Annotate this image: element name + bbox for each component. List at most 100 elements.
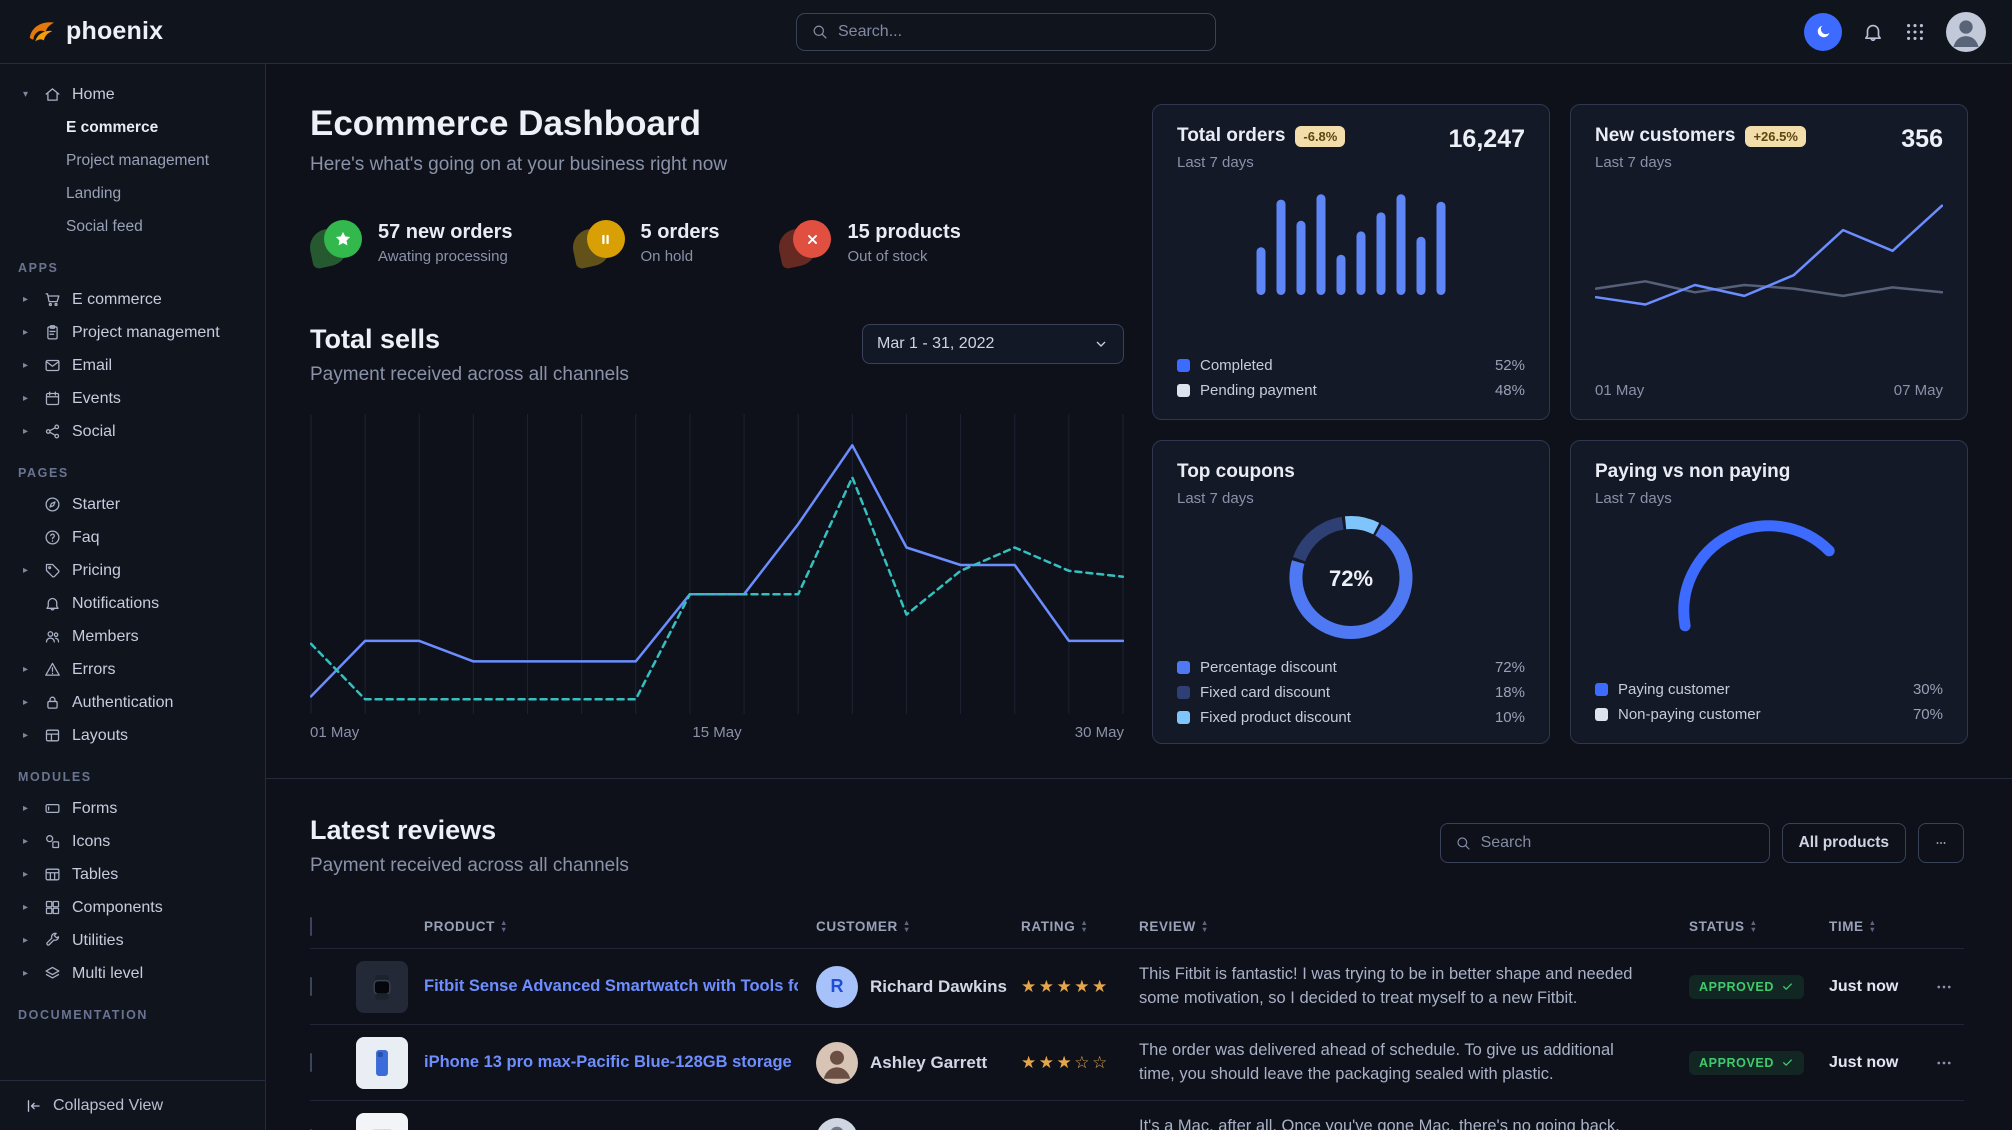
chevron-right-icon: ▸: [22, 294, 29, 305]
chevron-right-icon: ▸: [22, 393, 29, 404]
product-link[interactable]: iPhone 13 pro max-Pacific Blue-128GB sto…: [424, 1053, 792, 1071]
chevron-down-icon: [1093, 336, 1109, 352]
pause-icon: [586, 220, 625, 258]
sidebar-item-email[interactable]: ▸ Email: [18, 349, 247, 382]
reviews-title: Latest reviews: [310, 815, 497, 845]
sidebar-item-members[interactable]: Members: [18, 620, 247, 653]
product-image-iphone: [356, 1036, 408, 1089]
search-icon: [1455, 835, 1471, 851]
sidebar-item-multi-level[interactable]: ▸ Multi level: [18, 957, 247, 990]
sidebar-subitem-social-feed[interactable]: Social feed: [66, 217, 143, 235]
sidebar-item-errors[interactable]: ▸ Errors: [18, 653, 247, 686]
page-subtitle: Here's what's going on at your business …: [310, 154, 728, 175]
donut-center-label: 72%: [1328, 566, 1374, 591]
sidebar-item-project-management-app[interactable]: ▸ Project management: [18, 316, 247, 349]
row-actions-button[interactable]: [1924, 1054, 1964, 1072]
sidebar-item-components[interactable]: ▸ Components: [18, 891, 247, 924]
sidebar-item-social[interactable]: ▸ Social: [18, 415, 247, 448]
col-header-status[interactable]: STATUS ▲ ▼: [1689, 918, 1758, 934]
check-icon: [1781, 980, 1794, 993]
row-checkbox[interactable]: [310, 1128, 312, 1130]
global-search[interactable]: [796, 12, 1216, 51]
puzzle-icon: [42, 899, 63, 916]
grid-icon: [1904, 21, 1926, 43]
table-row: Fitbit Sense Advanced Smartwatch with To…: [310, 949, 1964, 1025]
chevron-right-icon: ▸: [22, 935, 29, 946]
phoenix-logo-icon: [29, 21, 55, 41]
row-checkbox[interactable]: [310, 1052, 312, 1072]
legend-swatch: [1595, 708, 1608, 721]
legend-swatch: [1177, 686, 1190, 699]
row-actions-button[interactable]: [1924, 978, 1964, 996]
ellipsis-icon: [1935, 834, 1947, 852]
col-header-product[interactable]: PRODUCT ▲ ▼: [424, 918, 508, 934]
collapsed-view-toggle[interactable]: Collapsed View: [0, 1080, 265, 1130]
apps-grid-button[interactable]: [1904, 21, 1926, 43]
all-products-button[interactable]: All products: [1781, 823, 1906, 863]
customer-name: Ashley Garrett: [870, 1052, 988, 1072]
sidebar-item-starter[interactable]: Starter: [18, 488, 247, 521]
sidebar: ▾ Home E commerce Project management Lan…: [0, 64, 266, 1130]
sort-icon: ▲ ▼: [499, 918, 508, 934]
sidebar-item-authentication[interactable]: ▸ Authentication: [18, 686, 247, 719]
card-period: Last 7 days: [1177, 154, 1254, 171]
reviews-search[interactable]: [1439, 823, 1770, 863]
search-input[interactable]: [838, 22, 1201, 41]
date-range-select[interactable]: Mar 1 - 31, 2022: [862, 324, 1124, 364]
col-header-customer[interactable]: CUSTOMER ▲ ▼: [816, 918, 911, 934]
card-value: 356: [1901, 125, 1943, 153]
layout-icon: [42, 727, 63, 744]
sidebar-item-ecommerce-app[interactable]: ▸ E commerce: [18, 283, 247, 316]
kpi-cards: Total orders -6.8% Last 7 days 16,247 Co…: [1152, 104, 1968, 744]
sidebar-item-faq[interactable]: Faq: [18, 521, 247, 554]
card-title: Total orders: [1177, 125, 1286, 146]
users-icon: [42, 628, 63, 645]
sidebar-item-home[interactable]: ▾ Home: [18, 78, 247, 111]
tag-icon: [42, 562, 63, 579]
card-value: 16,247: [1448, 125, 1525, 153]
sidebar-item-events[interactable]: ▸ Events: [18, 382, 247, 415]
top-navbar: phoenix: [0, 0, 2012, 64]
bell-icon: [42, 595, 63, 612]
share-icon: [42, 423, 63, 440]
customer-avatar: [816, 1117, 858, 1130]
card-title: Top coupons: [1177, 461, 1295, 482]
latest-reviews-section: Latest reviews Payment received across a…: [266, 779, 2012, 1130]
sidebar-item-utilities[interactable]: ▸ Utilities: [18, 924, 247, 957]
user-avatar[interactable]: [1946, 11, 1986, 52]
sort-icon: ▲ ▼: [1080, 918, 1089, 934]
sidebar-item-notifications[interactable]: Notifications: [18, 587, 247, 620]
sidebar-item-pricing[interactable]: ▸ Pricing: [18, 554, 247, 587]
sidebar-item-forms[interactable]: ▸ Forms: [18, 792, 247, 825]
legend-swatch: [1177, 359, 1190, 372]
col-header-time[interactable]: TIME ▲ ▼: [1829, 918, 1877, 934]
collapse-icon: [24, 1097, 42, 1115]
select-all-checkbox[interactable]: [310, 916, 312, 936]
ellipsis-icon: [1935, 1054, 1953, 1072]
sidebar-section-documentation: DOCUMENTATION: [18, 1008, 149, 1022]
col-header-review[interactable]: REVIEW ▲ ▼: [1139, 918, 1209, 934]
theme-toggle-button[interactable]: [1804, 12, 1842, 51]
table-icon: [42, 866, 63, 883]
card-title: Paying vs non paying: [1595, 461, 1791, 482]
reviews-table: PRODUCT ▲ ▼ CUSTOMER ▲ ▼ RATING ▲ ▼ REVIEW ▲ ▼ S…: [310, 905, 1964, 1130]
reviews-more-button[interactable]: [1918, 823, 1964, 863]
row-checkbox[interactable]: [310, 976, 312, 996]
sidebar-item-layouts[interactable]: ▸ Layouts: [18, 719, 247, 752]
table-row: It's a Mac, after all. Once you've gone …: [310, 1101, 1964, 1130]
sidebar-subitem-ecommerce[interactable]: E commerce: [66, 118, 159, 136]
product-link[interactable]: Fitbit Sense Advanced Smartwatch with To…: [424, 977, 798, 995]
sidebar-item-icons[interactable]: ▸ Icons: [18, 825, 247, 858]
sidebar-subitem-project-management[interactable]: Project management: [66, 151, 210, 169]
stat-orders-on-hold: 5 orders On hold: [569, 220, 719, 270]
notifications-button[interactable]: [1862, 21, 1884, 43]
sidebar-subitem-landing[interactable]: Landing: [66, 184, 122, 202]
person-icon: [1946, 12, 1986, 52]
card-top-coupons: Top coupons Last 7 days 72% Percentage d…: [1152, 440, 1550, 744]
sidebar-item-tables[interactable]: ▸ Tables: [18, 858, 247, 891]
legend-swatch: [1177, 711, 1190, 724]
brand-logo[interactable]: phoenix: [26, 17, 266, 47]
sidebar-section-modules: MODULES: [18, 770, 92, 784]
col-header-rating[interactable]: RATING ▲ ▼: [1021, 918, 1089, 934]
reviews-search-input[interactable]: [1480, 834, 1755, 852]
